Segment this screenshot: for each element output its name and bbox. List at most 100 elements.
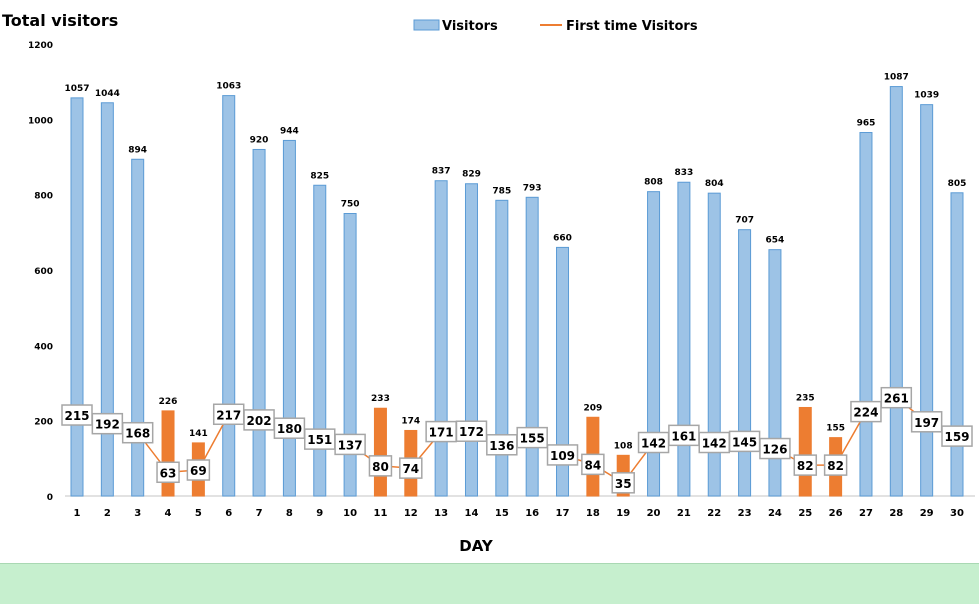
x-axis-label: DAY — [459, 537, 494, 555]
line-data-label: 136 — [489, 439, 514, 453]
line-data-label: 202 — [247, 414, 272, 428]
bar-data-label: 209 — [583, 403, 602, 413]
x-tick-label: 23 — [738, 508, 752, 519]
bar-data-label: 660 — [553, 233, 572, 243]
line-data-label: 126 — [762, 443, 787, 457]
x-tick-label: 5 — [195, 508, 202, 519]
bar-visitors-day-27 — [859, 132, 873, 497]
bar-data-label: 837 — [432, 167, 451, 177]
line-data-label: 171 — [429, 426, 454, 440]
bar-visitors-day-15 — [495, 199, 509, 497]
legend-swatch-visitors — [413, 19, 440, 31]
x-tick-label: 12 — [404, 508, 418, 519]
bar-data-label: 808 — [644, 178, 663, 188]
y-tick-label: 600 — [34, 267, 53, 277]
bar-data-label: 654 — [766, 236, 785, 246]
bar-data-label: 141 — [189, 429, 208, 439]
line-point-label-box — [273, 417, 306, 439]
bar-data-label: 793 — [523, 183, 542, 193]
line-point-label-box — [399, 457, 423, 479]
bar-data-label: 894 — [128, 145, 147, 155]
line-data-label: 224 — [853, 406, 878, 420]
bar-visitors-day-29 — [920, 104, 934, 497]
bar-visitors-day-8 — [282, 139, 296, 497]
bar-data-label: 829 — [462, 170, 481, 180]
y-tick-label: 1200 — [28, 41, 53, 51]
x-tick-label: 26 — [829, 508, 843, 519]
x-tick-label: 27 — [859, 508, 873, 519]
line-data-label: 155 — [520, 432, 545, 446]
line-data-label: 217 — [216, 408, 241, 422]
bar-data-label: 750 — [341, 200, 360, 210]
legend-label-visitors: Visitors — [442, 19, 498, 34]
x-tick-label: 29 — [920, 508, 934, 519]
line-data-label: 35 — [615, 477, 632, 491]
line-point-label-box — [368, 455, 393, 477]
line-point-label-box — [455, 420, 488, 442]
x-tick-label: 17 — [556, 508, 570, 519]
x-tick-label: 4 — [165, 508, 172, 519]
x-tick-label: 19 — [616, 508, 630, 519]
line-data-label: 142 — [702, 437, 727, 451]
bar-data-label: 804 — [705, 179, 724, 189]
bar-visitors-day-21 — [677, 181, 691, 497]
bar-data-label: 965 — [857, 119, 876, 129]
line-data-label: 261 — [884, 392, 909, 406]
bar-visitors-day-24 — [768, 249, 782, 497]
line-data-label: 82 — [827, 459, 844, 473]
x-tick-label: 18 — [586, 508, 600, 519]
bar-visitors-day-2 — [100, 102, 114, 497]
footer-band — [0, 563, 979, 604]
bar-data-label: 1044 — [95, 89, 120, 99]
line-data-label: 192 — [95, 418, 120, 432]
line-data-label: 161 — [671, 429, 696, 443]
line-data-label: 172 — [459, 425, 484, 439]
y-tick-label: 0 — [47, 493, 53, 503]
line-data-label: 109 — [550, 449, 575, 463]
y-tick-label: 1000 — [28, 116, 53, 126]
bar-data-label: 805 — [948, 179, 967, 189]
line-data-label: 168 — [125, 427, 150, 441]
line-data-label: 159 — [944, 430, 969, 444]
bar-data-label: 1087 — [884, 73, 909, 83]
line-point-label-box — [121, 421, 154, 444]
x-tick-label: 14 — [465, 508, 479, 519]
x-tick-label: 30 — [950, 508, 964, 519]
bar-data-label: 1057 — [64, 84, 89, 94]
bar-data-label: 233 — [371, 394, 390, 404]
bar-visitors-day-4 — [161, 410, 175, 497]
x-tick-label: 16 — [525, 508, 539, 519]
line-data-label: 69 — [190, 464, 207, 478]
line-data-label: 180 — [277, 422, 302, 436]
bar-visitors-day-28 — [889, 86, 903, 497]
x-tick-label: 13 — [434, 508, 448, 519]
bar-visitors-day-1 — [70, 97, 84, 497]
bar-visitors-day-30 — [950, 192, 964, 497]
line-point-label-box — [546, 444, 579, 466]
line-point-label-box — [581, 453, 605, 476]
line-data-label: 145 — [732, 435, 757, 449]
line-point-label-box — [186, 459, 211, 481]
bar-data-label: 944 — [280, 126, 299, 136]
bar-visitors-day-25 — [798, 406, 812, 497]
y-tick-label: 800 — [34, 192, 53, 202]
line-data-label: 74 — [402, 462, 419, 476]
bar-data-label: 108 — [614, 441, 633, 451]
bar-visitors-day-16 — [525, 196, 539, 497]
bar-visitors-day-13 — [434, 180, 448, 497]
bar-data-label: 833 — [674, 168, 693, 178]
x-tick-label: 2 — [104, 508, 111, 519]
x-tick-label: 8 — [286, 508, 293, 519]
bar-visitors-day-22 — [707, 192, 721, 497]
x-tick-label: 28 — [889, 508, 903, 519]
x-tick-label: 15 — [495, 508, 509, 519]
x-tick-label: 3 — [134, 508, 141, 519]
x-tick-label: 25 — [798, 508, 812, 519]
line-point-label-box — [611, 472, 635, 494]
line-point-label-box — [823, 454, 848, 476]
visitors-chart: Total visitors Visitors First time Visit… — [2, 11, 975, 555]
legend: Visitors First time Visitors — [413, 19, 698, 34]
x-tick-label: 24 — [768, 508, 782, 519]
line-data-label: 137 — [338, 438, 363, 452]
chart-title: Total visitors — [2, 11, 118, 30]
